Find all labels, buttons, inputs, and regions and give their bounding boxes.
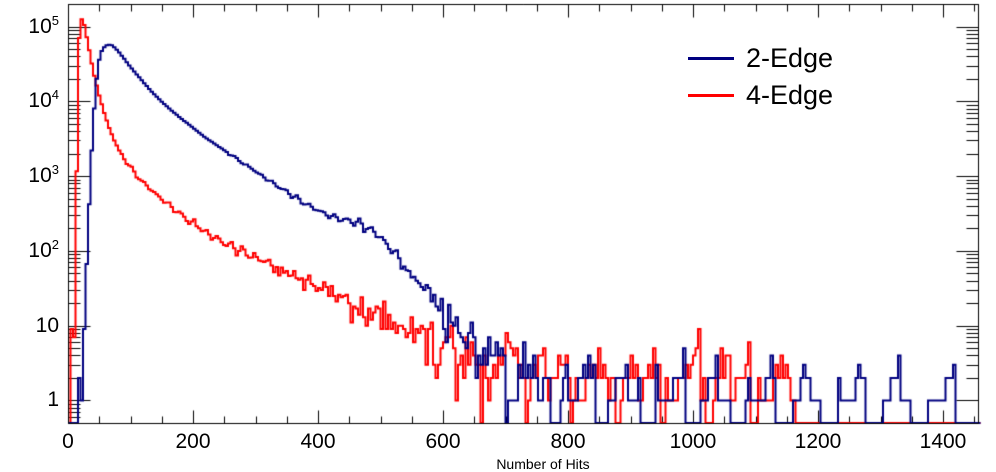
chart-figure: 1 10 102 103 104 105 0 200 400 600 800 1000 1200 140…: [0, 0, 996, 472]
histogram-plot-canvas: [0, 0, 996, 472]
